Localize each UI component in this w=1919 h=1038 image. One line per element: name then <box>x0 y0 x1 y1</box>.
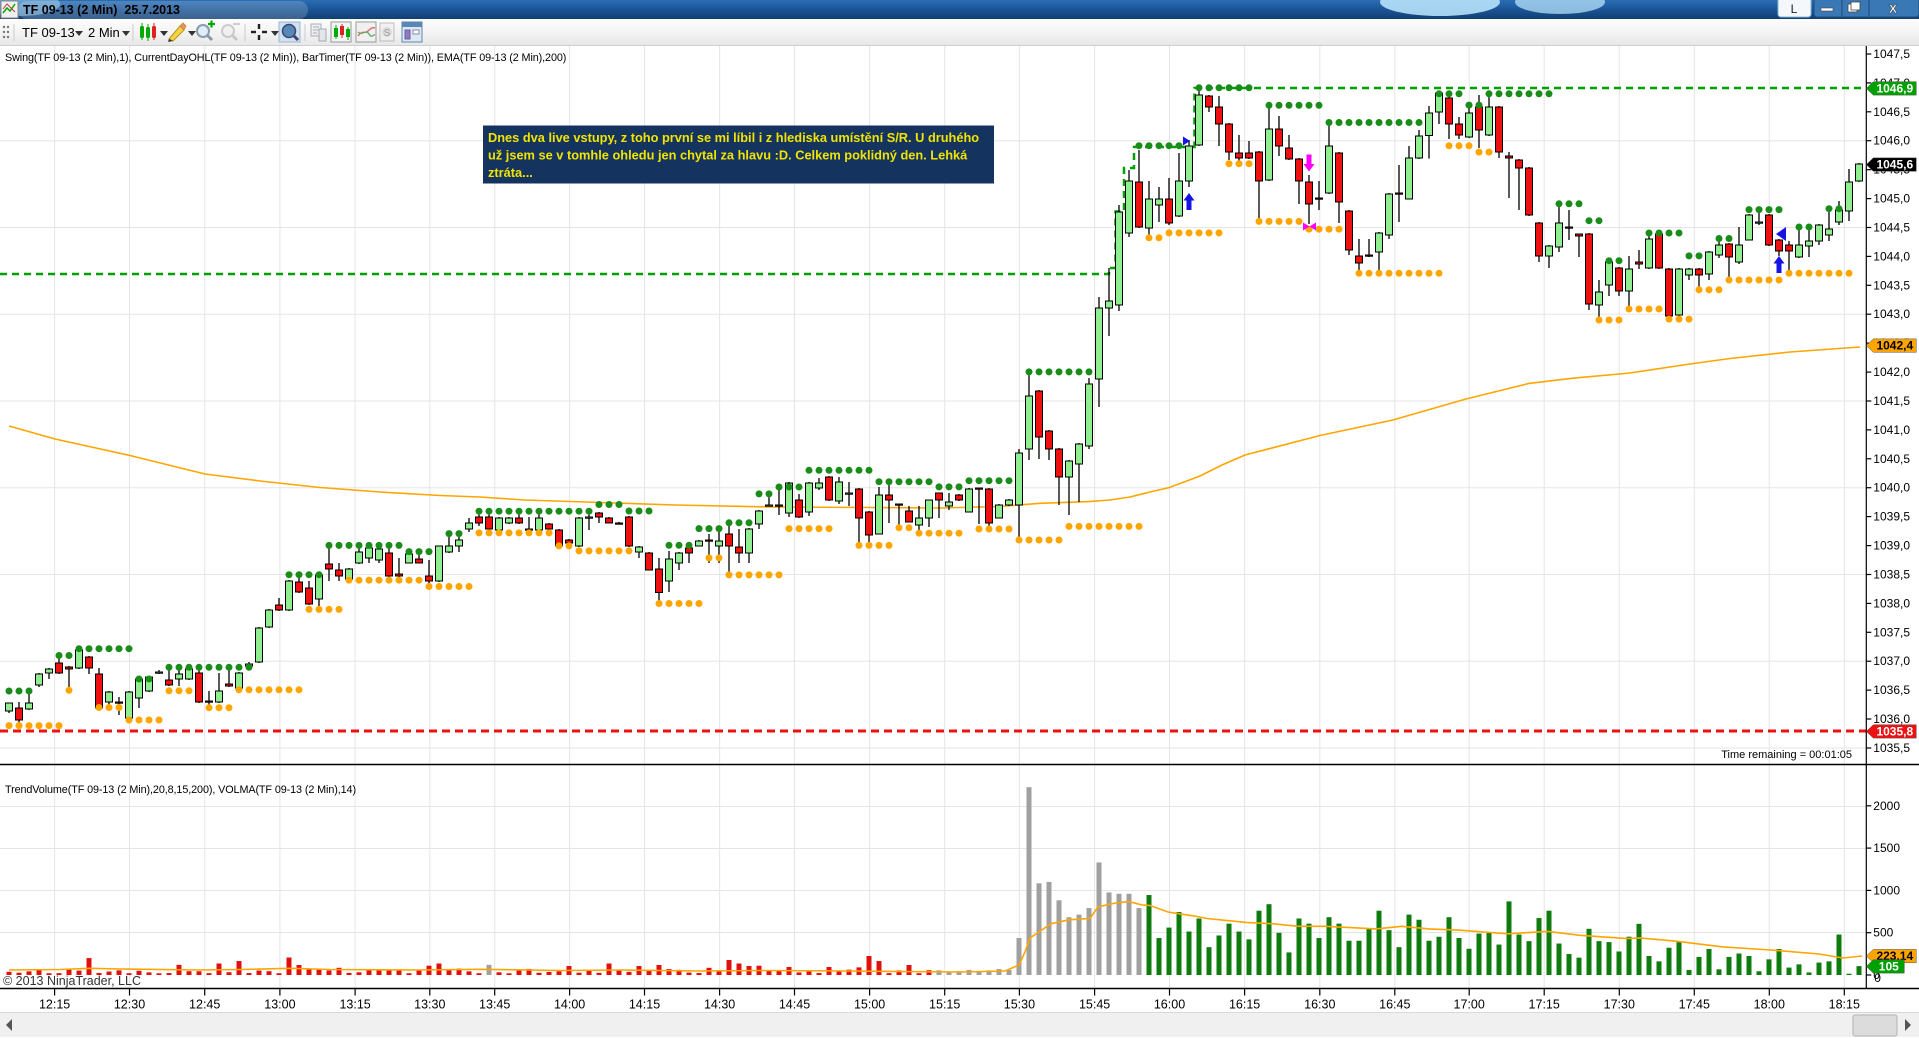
svg-text:1500: 1500 <box>1873 841 1900 855</box>
svg-text:1043,5: 1043,5 <box>1873 278 1910 292</box>
svg-text:1038,5: 1038,5 <box>1873 568 1910 582</box>
svg-text:16:30: 16:30 <box>1304 998 1335 1012</box>
svg-text:1046,9: 1046,9 <box>1876 81 1913 95</box>
svg-text:17:00: 17:00 <box>1454 998 1485 1012</box>
svg-text:15:30: 15:30 <box>1004 998 1035 1012</box>
svg-text:13:15: 13:15 <box>339 998 370 1012</box>
svg-text:16:45: 16:45 <box>1379 998 1410 1012</box>
svg-text:ztráta...: ztráta... <box>488 165 533 180</box>
svg-text:1036,0: 1036,0 <box>1873 712 1910 726</box>
svg-text:1040,0: 1040,0 <box>1873 481 1910 495</box>
svg-text:13:30: 13:30 <box>414 998 445 1012</box>
svg-text:1044,0: 1044,0 <box>1873 249 1910 263</box>
svg-text:13:00: 13:00 <box>264 998 295 1012</box>
svg-text:13:45: 13:45 <box>479 998 510 1012</box>
svg-text:17:15: 17:15 <box>1529 998 1560 1012</box>
svg-text:1044,5: 1044,5 <box>1873 221 1910 235</box>
svg-text:1039,5: 1039,5 <box>1873 510 1910 524</box>
svg-text:© 2013 NinjaTrader, LLC: © 2013 NinjaTrader, LLC <box>3 974 141 988</box>
svg-text:15:00: 15:00 <box>854 998 885 1012</box>
svg-text:12:45: 12:45 <box>189 998 220 1012</box>
svg-text:1045,6: 1045,6 <box>1876 158 1913 172</box>
svg-text:14:00: 14:00 <box>554 998 585 1012</box>
svg-text:1047,5: 1047,5 <box>1873 47 1910 61</box>
svg-text:S: S <box>384 28 391 39</box>
svg-text:TF 09-13 (2 Min) 25.7.2013: TF 09-13 (2 Min) 25.7.2013 <box>23 3 180 17</box>
svg-text:Time remaining = 00:01:05: Time remaining = 00:01:05 <box>1721 749 1852 761</box>
svg-text:1037,0: 1037,0 <box>1873 654 1910 668</box>
svg-text:17:30: 17:30 <box>1604 998 1635 1012</box>
svg-text:105: 105 <box>1879 959 1899 973</box>
svg-text:1041,5: 1041,5 <box>1873 394 1910 408</box>
svg-text:14:30: 14:30 <box>704 998 735 1012</box>
svg-text:Swing(TF 09-13 (2 Min),1), Cur: Swing(TF 09-13 (2 Min),1), CurrentDayOHL… <box>5 52 566 64</box>
svg-text:TF 09-13: TF 09-13 <box>22 25 75 40</box>
svg-text:1035,8: 1035,8 <box>1876 724 1913 738</box>
svg-text:16:00: 16:00 <box>1154 998 1185 1012</box>
svg-text:1045,0: 1045,0 <box>1873 192 1910 206</box>
svg-text:18:00: 18:00 <box>1754 998 1785 1012</box>
svg-text:15:45: 15:45 <box>1079 998 1110 1012</box>
svg-text:15:15: 15:15 <box>929 998 960 1012</box>
svg-text:X: X <box>1889 2 1897 16</box>
svg-text:L: L <box>1791 2 1798 16</box>
svg-text:1038,0: 1038,0 <box>1873 596 1910 610</box>
svg-text:1042,4: 1042,4 <box>1876 339 1913 353</box>
svg-text:1043,0: 1043,0 <box>1873 307 1910 321</box>
svg-text:1040,5: 1040,5 <box>1873 452 1910 466</box>
svg-text:12:30: 12:30 <box>114 998 145 1012</box>
svg-text:18:15: 18:15 <box>1829 998 1860 1012</box>
svg-text:1039,0: 1039,0 <box>1873 539 1910 553</box>
svg-text:0: 0 <box>1873 968 1880 982</box>
svg-text:500: 500 <box>1873 926 1893 940</box>
svg-text:12:15: 12:15 <box>39 998 70 1012</box>
svg-text:1036,5: 1036,5 <box>1873 683 1910 697</box>
svg-text:1000: 1000 <box>1873 883 1900 897</box>
svg-text:2000: 2000 <box>1873 799 1900 813</box>
svg-text:2 Min: 2 Min <box>88 25 120 40</box>
svg-text:1037,5: 1037,5 <box>1873 625 1910 639</box>
svg-text:14:15: 14:15 <box>629 998 660 1012</box>
svg-text:TrendVolume(TF 09-13 (2 Min),2: TrendVolume(TF 09-13 (2 Min),20,8,15,200… <box>5 784 356 796</box>
svg-text:0: 0 <box>1874 971 1881 985</box>
svg-text:1046,0: 1046,0 <box>1873 134 1910 148</box>
svg-text:14:45: 14:45 <box>779 998 810 1012</box>
svg-text:už jsem se v tomhle ohledu jen: už jsem se v tomhle ohledu jen chytal za… <box>488 148 968 163</box>
svg-text:Dnes dva live vstupy, z toho p: Dnes dva live vstupy, z toho první se mi… <box>488 130 979 145</box>
svg-text:1042,0: 1042,0 <box>1873 365 1910 379</box>
svg-text:17:45: 17:45 <box>1679 998 1710 1012</box>
svg-text:1041,0: 1041,0 <box>1873 423 1910 437</box>
svg-text:16:15: 16:15 <box>1229 998 1260 1012</box>
svg-text:1046,5: 1046,5 <box>1873 105 1910 119</box>
svg-text:1035,5: 1035,5 <box>1873 741 1910 755</box>
